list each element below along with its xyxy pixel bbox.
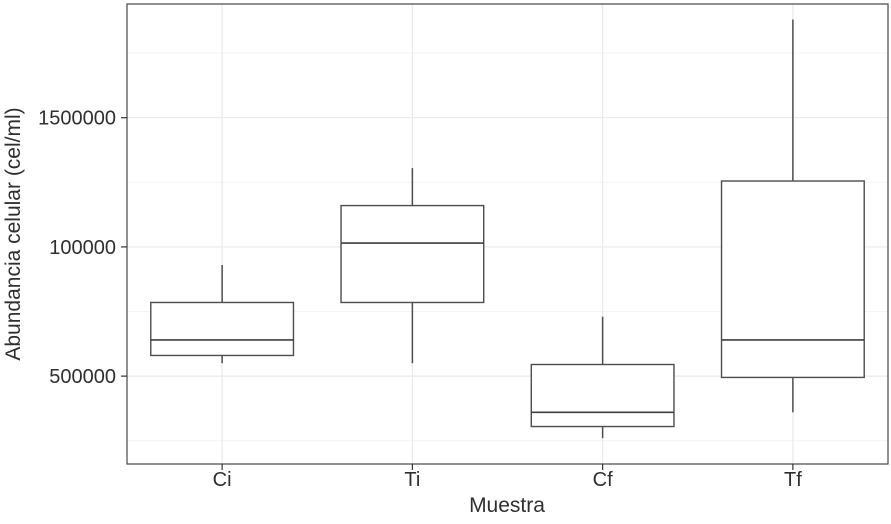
x-tick-label: Tf — [784, 469, 802, 491]
x-axis-title: Muestra — [469, 494, 545, 517]
x-tick-label: Ci — [213, 469, 232, 491]
axis-tick-labels: 1500000 100000 500000 Ci Ti Cf Tf — [38, 108, 802, 491]
iqr-box — [530, 363, 675, 428]
x-tick-label: Ti — [404, 469, 420, 491]
box-cf — [530, 316, 675, 439]
plot-panel — [126, 3, 889, 465]
box-tf — [720, 19, 865, 413]
box-ci — [150, 265, 295, 364]
axis-tick-marks — [121, 117, 794, 470]
x-tick-label: Cf — [593, 469, 613, 491]
y-tick-label: 100000 — [49, 237, 116, 259]
iqr-box — [720, 180, 865, 379]
box-ti — [340, 168, 485, 364]
iqr-box — [150, 301, 295, 357]
boxplot-series — [150, 19, 865, 439]
y-tick-label: 500000 — [49, 366, 116, 388]
y-axis-title: Abundancia celular (cel/ml) — [2, 107, 25, 360]
y-tick-label: 1500000 — [38, 108, 116, 130]
iqr-box — [340, 204, 485, 304]
